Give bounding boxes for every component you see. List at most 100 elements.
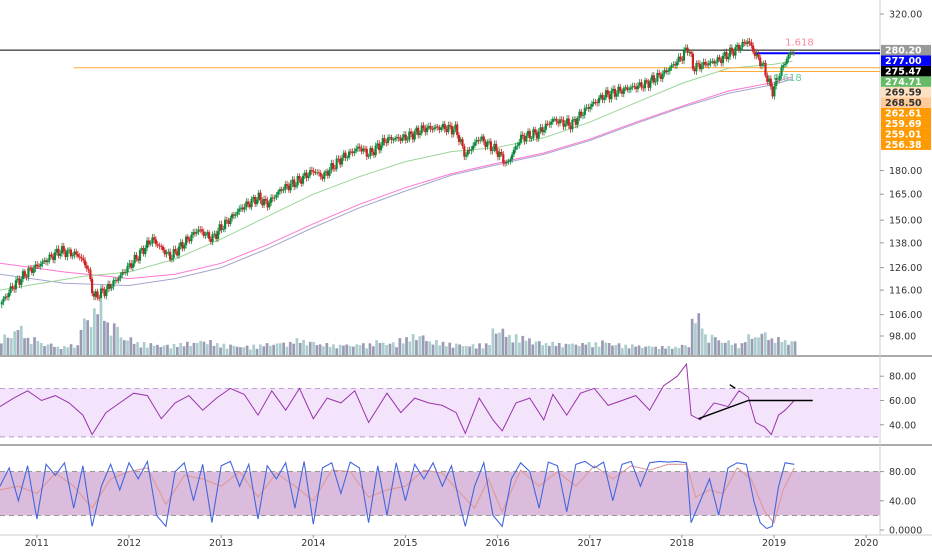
candle-body (776, 78, 779, 80)
candle-body (388, 137, 391, 138)
rsi-axis-tick-label: 80.00 (889, 372, 916, 383)
price-tag (881, 128, 931, 140)
volume-bar (767, 340, 770, 355)
volume-bar (743, 342, 747, 355)
candle-body (642, 87, 645, 89)
candle-body (482, 136, 485, 142)
candle-body (737, 44, 740, 51)
volume-bar (66, 347, 70, 355)
volume-bar (292, 343, 295, 355)
volume-bar (411, 334, 415, 355)
candle-body (571, 119, 574, 130)
volume-bar (531, 344, 535, 355)
candle-body (408, 131, 411, 140)
price-axis-tick-label: 320.00 (889, 10, 922, 21)
volume-bar (501, 328, 505, 355)
candle-body (238, 208, 241, 212)
time-axis-label: 2016 (485, 538, 509, 549)
candle-body (427, 126, 430, 128)
candle-body (766, 75, 769, 82)
volume-bar (697, 313, 701, 355)
candle-body (528, 131, 531, 139)
volume-bar (753, 337, 757, 355)
candle-body (195, 231, 198, 234)
candle-body (264, 199, 267, 201)
candle-body (764, 62, 767, 76)
candle-body (96, 291, 99, 298)
candle-body (785, 59, 788, 64)
rsi-trendline[interactable] (729, 384, 736, 389)
time-axis-label: 2014 (301, 538, 325, 549)
candle-body (149, 243, 152, 245)
candle-body (286, 184, 289, 186)
candle-body (459, 139, 462, 142)
volume-bar (6, 337, 10, 355)
candle-body (716, 57, 719, 63)
volume-bar (199, 340, 202, 355)
rsi-band (0, 388, 880, 437)
rsi-trendline[interactable] (698, 399, 749, 420)
volume-bar (186, 341, 189, 355)
price-tag (881, 65, 931, 77)
volume-bar (195, 342, 199, 355)
volume-bar (690, 318, 694, 355)
candle-body (720, 59, 723, 63)
candle-body (464, 155, 468, 157)
candle-body (434, 126, 437, 128)
candle-body (718, 57, 721, 60)
candle-body (266, 200, 269, 208)
volume-bar (205, 344, 209, 355)
candle-body (746, 41, 749, 44)
candle-body (20, 279, 23, 285)
candle-body (537, 131, 540, 139)
candle-body (603, 97, 606, 100)
candle-body (440, 127, 443, 130)
candle-body (287, 185, 290, 191)
candle-body (372, 152, 375, 156)
volume-bar (355, 344, 359, 355)
candle-body (406, 139, 409, 141)
candle-body (413, 131, 416, 140)
candle-body (376, 143, 379, 146)
volume-bar (518, 342, 521, 355)
candle-body (303, 172, 306, 176)
price-tag (881, 139, 931, 150)
candle-body (284, 184, 287, 190)
price-tag-label: 268.50 (885, 98, 922, 109)
volume-bar (16, 330, 20, 355)
volume-bar (571, 343, 574, 355)
candle-body (507, 161, 510, 162)
candle-body (82, 258, 85, 261)
volume-bar (405, 337, 408, 355)
candle-body (89, 269, 92, 280)
candle-body (7, 292, 10, 298)
volume-bar (358, 345, 362, 355)
candle-body (170, 258, 173, 260)
volume-bar (438, 345, 442, 355)
candle-body (177, 246, 181, 256)
candle-body (200, 229, 204, 232)
candle-body (705, 64, 709, 66)
candle-body (679, 56, 682, 60)
price-tag-label: 274.71 (885, 77, 922, 88)
candle-body (402, 134, 406, 138)
candle-body (305, 172, 308, 178)
candle-body (99, 288, 103, 298)
volume-bar (275, 343, 279, 355)
moving-average-line (0, 76, 793, 280)
volume-bar (511, 342, 515, 355)
candle-body (216, 231, 220, 239)
candle-body (502, 154, 505, 163)
candle-body (131, 263, 134, 268)
candle-body (468, 150, 471, 151)
price-tag (881, 55, 931, 66)
volume-bar (46, 344, 50, 355)
candle-body (41, 261, 44, 264)
candle-body (624, 87, 627, 89)
candle-body (753, 51, 756, 56)
candle-body (734, 47, 737, 56)
candle-body (172, 249, 175, 259)
price-tag-label: 269.59 (885, 87, 922, 98)
candle-body (174, 249, 177, 252)
